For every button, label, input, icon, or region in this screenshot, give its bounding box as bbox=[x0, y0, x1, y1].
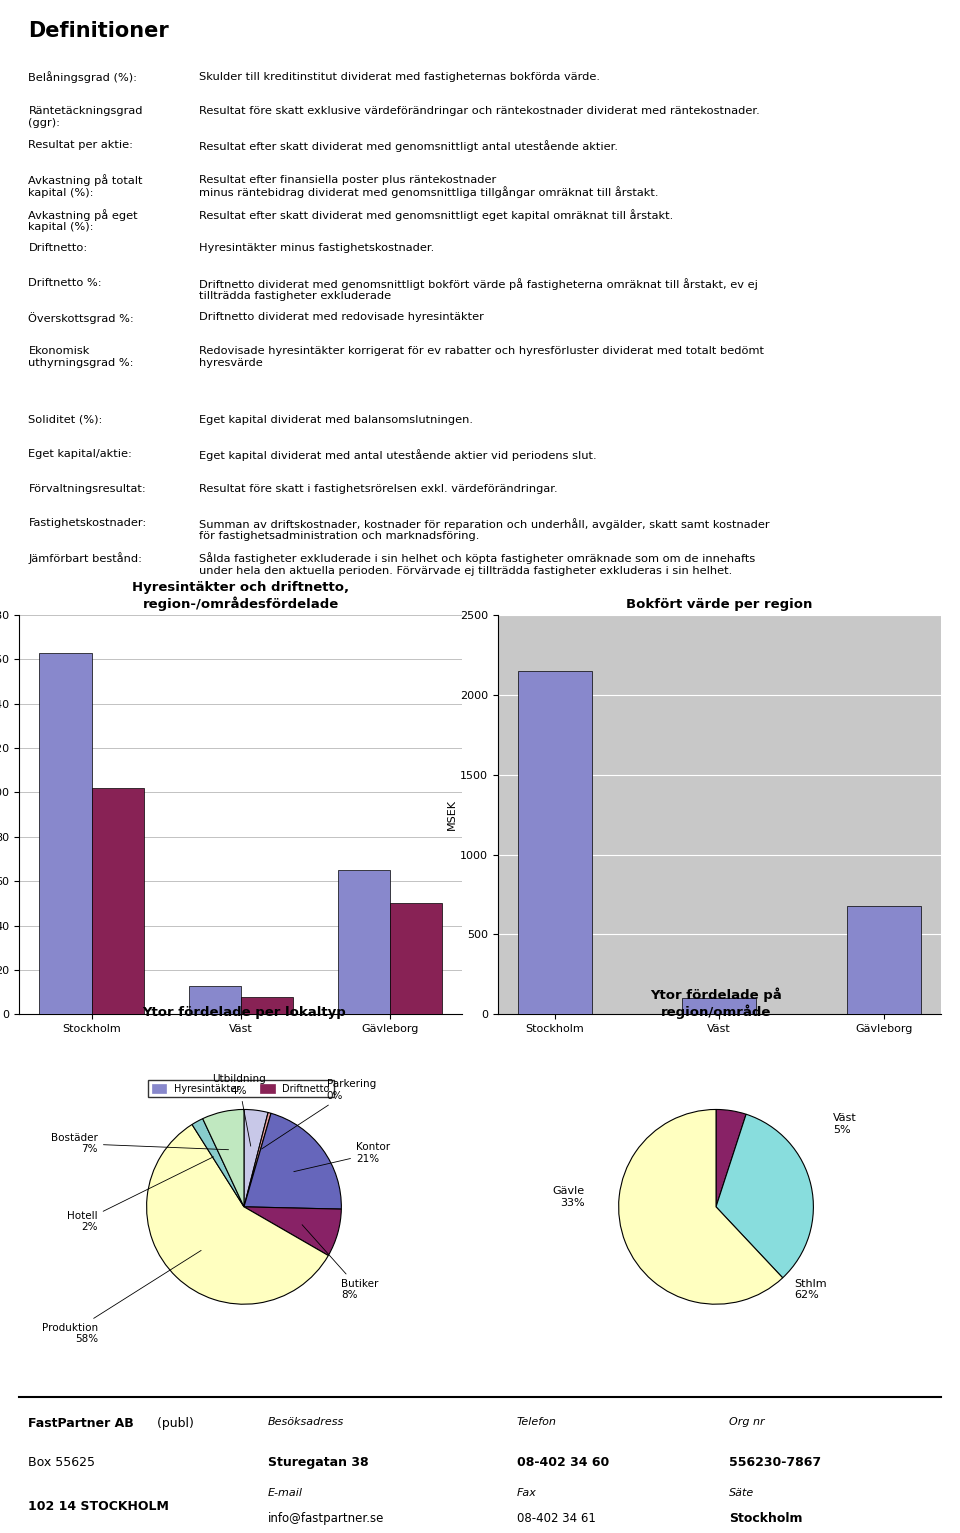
Wedge shape bbox=[244, 1206, 342, 1256]
Bar bbox=[390, 903, 443, 1015]
Text: 556230-7867: 556230-7867 bbox=[729, 1456, 821, 1469]
Text: Resultat före skatt i fastighetsrörelsen exkl. värdeförändringar.: Resultat före skatt i fastighetsrörelsen… bbox=[199, 483, 558, 494]
Text: Sthlm
62%: Sthlm 62% bbox=[794, 1279, 827, 1300]
Text: FastPartner AB: FastPartner AB bbox=[29, 1416, 134, 1430]
Text: Definitioner: Definitioner bbox=[29, 21, 169, 41]
Title: Ytor fördelade per lokaltyp: Ytor fördelade per lokaltyp bbox=[142, 1006, 346, 1019]
Text: Eget kapital dividerat med antal utestående aktier vid periodens slut.: Eget kapital dividerat med antal uteståe… bbox=[199, 449, 596, 461]
Text: Avkastning på eget
kapital (%):: Avkastning på eget kapital (%): bbox=[29, 208, 138, 233]
Text: Stockholm: Stockholm bbox=[729, 1512, 803, 1525]
Text: Bostäder
7%: Bostäder 7% bbox=[51, 1133, 228, 1154]
Text: (publ): (publ) bbox=[153, 1416, 194, 1430]
Text: Soliditet (%):: Soliditet (%): bbox=[29, 415, 103, 425]
Wedge shape bbox=[618, 1110, 782, 1305]
Wedge shape bbox=[244, 1113, 271, 1206]
Text: Driftnetto:: Driftnetto: bbox=[29, 244, 87, 253]
Bar bbox=[683, 998, 756, 1015]
Text: Eget kapital/aktie:: Eget kapital/aktie: bbox=[29, 449, 132, 460]
Text: Resultat efter skatt dividerat med genomsnittligt antal utestående aktier.: Resultat efter skatt dividerat med genom… bbox=[199, 140, 618, 152]
Text: 08-402 34 61: 08-402 34 61 bbox=[516, 1512, 596, 1525]
Text: Box 55625: Box 55625 bbox=[29, 1456, 95, 1469]
Wedge shape bbox=[203, 1110, 244, 1206]
Text: Hotell
2%: Hotell 2% bbox=[67, 1157, 213, 1233]
Bar bbox=[847, 906, 921, 1015]
Text: Sturegatan 38: Sturegatan 38 bbox=[268, 1456, 369, 1469]
Text: 102 14 STOCKHOLM: 102 14 STOCKHOLM bbox=[29, 1499, 169, 1513]
Text: Parkering
0%: Parkering 0% bbox=[262, 1079, 376, 1148]
Bar bbox=[39, 653, 91, 1015]
Wedge shape bbox=[716, 1110, 746, 1206]
Text: Sålda fastigheter exkluderade i sin helhet och köpta fastigheter omräknade som o: Sålda fastigheter exkluderade i sin helh… bbox=[199, 552, 756, 576]
Y-axis label: MSEK: MSEK bbox=[447, 799, 457, 829]
Bar bbox=[91, 788, 144, 1015]
Bar bbox=[188, 986, 241, 1015]
Text: Gävle
33%: Gävle 33% bbox=[552, 1187, 585, 1208]
Bar bbox=[517, 671, 592, 1015]
Text: E-mail: E-mail bbox=[268, 1489, 303, 1498]
Text: Produktion
58%: Produktion 58% bbox=[42, 1251, 202, 1344]
Text: Butiker
8%: Butiker 8% bbox=[302, 1225, 379, 1300]
Text: Överskottsgrad %:: Överskottsgrad %: bbox=[29, 311, 134, 323]
Text: Driftnetto dividerat med redovisade hyresintäkter: Driftnetto dividerat med redovisade hyre… bbox=[199, 311, 484, 322]
Text: Telefon: Telefon bbox=[516, 1416, 557, 1427]
Text: Fax: Fax bbox=[516, 1489, 537, 1498]
Text: Hyresintäkter minus fastighetskostnader.: Hyresintäkter minus fastighetskostnader. bbox=[199, 244, 434, 253]
Text: Avkastning på totalt
kapital (%):: Avkastning på totalt kapital (%): bbox=[29, 175, 143, 198]
Text: Redovisade hyresintäkter korrigerat för ev rabatter och hyresförluster dividerat: Redovisade hyresintäkter korrigerat för … bbox=[199, 346, 764, 368]
Text: Belåningsgrad (%):: Belåningsgrad (%): bbox=[29, 72, 137, 83]
Text: Ekonomisk
uthyrningsgrad %:: Ekonomisk uthyrningsgrad %: bbox=[29, 346, 133, 368]
Text: Utbildning
4%: Utbildning 4% bbox=[212, 1075, 266, 1147]
Title: Ytor fördelade på
region/område: Ytor fördelade på region/område bbox=[650, 987, 781, 1019]
Text: Resultat efter skatt dividerat med genomsnittligt eget kapital omräknat till års: Resultat efter skatt dividerat med genom… bbox=[199, 208, 673, 221]
Wedge shape bbox=[244, 1113, 342, 1210]
Wedge shape bbox=[147, 1125, 328, 1305]
Text: Räntetäckningsgrad
(ggr):: Räntetäckningsgrad (ggr): bbox=[29, 106, 143, 127]
Bar bbox=[338, 871, 390, 1015]
Wedge shape bbox=[716, 1114, 813, 1279]
Title: Hyresintäkter och driftnetto,
region-/områdesfördelade: Hyresintäkter och driftnetto, region-/om… bbox=[132, 581, 349, 610]
Text: Kontor
21%: Kontor 21% bbox=[294, 1142, 390, 1171]
Text: info@fastpartner.se: info@fastpartner.se bbox=[268, 1512, 384, 1525]
Text: Resultat före skatt exklusive värdeförändringar och räntekostnader dividerat med: Resultat före skatt exklusive värdeförän… bbox=[199, 106, 759, 117]
Wedge shape bbox=[192, 1119, 244, 1206]
Text: Jämförbart bestånd:: Jämförbart bestånd: bbox=[29, 552, 142, 564]
Text: Väst
5%: Väst 5% bbox=[833, 1113, 856, 1134]
Bar bbox=[241, 996, 293, 1015]
Text: Resultat per aktie:: Resultat per aktie: bbox=[29, 140, 133, 150]
Text: Förvaltningsresultat:: Förvaltningsresultat: bbox=[29, 483, 146, 494]
Legend: Hyresintäkter, Driftnetto: Hyresintäkter, Driftnetto bbox=[148, 1079, 333, 1098]
Text: Säte: Säte bbox=[729, 1489, 755, 1498]
Text: Besöksadress: Besöksadress bbox=[268, 1416, 345, 1427]
Text: Resultat efter finansiella poster plus räntekostnader
minus räntebidrag dividera: Resultat efter finansiella poster plus r… bbox=[199, 175, 659, 198]
Wedge shape bbox=[244, 1110, 268, 1206]
Text: 08-402 34 60: 08-402 34 60 bbox=[516, 1456, 609, 1469]
Title: Bokfört värde per region: Bokfört värde per region bbox=[626, 598, 812, 610]
Text: Summan av driftskostnader, kostnader för reparation och underhåll, avgälder, ska: Summan av driftskostnader, kostnader för… bbox=[199, 518, 770, 541]
Text: Eget kapital dividerat med balansomslutningen.: Eget kapital dividerat med balansomslutn… bbox=[199, 415, 473, 425]
Text: Skulder till kreditinstitut dividerat med fastigheternas bokförda värde.: Skulder till kreditinstitut dividerat me… bbox=[199, 72, 600, 81]
Text: Org nr: Org nr bbox=[729, 1416, 764, 1427]
Text: Driftnetto dividerat med genomsnittligt bokfört värde på fastigheterna omräknat : Driftnetto dividerat med genomsnittligt … bbox=[199, 277, 757, 300]
Text: Fastighetskostnader:: Fastighetskostnader: bbox=[29, 518, 147, 527]
Text: Driftnetto %:: Driftnetto %: bbox=[29, 277, 102, 288]
